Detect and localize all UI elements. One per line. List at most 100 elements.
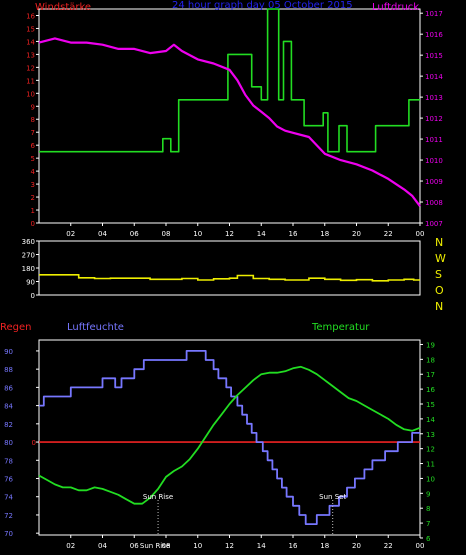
direction-tick-label: 0 bbox=[31, 292, 35, 300]
compass-label: S bbox=[435, 268, 442, 281]
wind-speed-line bbox=[39, 8, 420, 153]
wind-tick-label: 12 bbox=[26, 64, 35, 72]
compass-label: W bbox=[435, 252, 446, 265]
direction-tick-label: 360 bbox=[22, 238, 35, 246]
humidity-tick-label: 84 bbox=[4, 403, 13, 411]
wind-tick-label: 7 bbox=[31, 129, 35, 137]
direction-tick-label: 90 bbox=[26, 279, 35, 287]
wind-tick-label: 11 bbox=[26, 77, 35, 85]
time-tick-label: 16 bbox=[289, 542, 298, 550]
chart-title: 24 hour graph day 05 October 2015 bbox=[172, 0, 353, 11]
humidity-axis-label: Luftfeuchte bbox=[67, 322, 124, 333]
wind-axis-label: Windstärke bbox=[35, 2, 91, 13]
pressure-tick-label: 1011 bbox=[425, 136, 443, 144]
humidity-line bbox=[39, 349, 420, 525]
wind-pressure-series bbox=[38, 8, 421, 207]
sun-rise-time-label: Sun Rise bbox=[140, 542, 170, 550]
pressure-tick-label: 1007 bbox=[425, 220, 443, 228]
temperature-tick-label: 6 bbox=[426, 535, 431, 543]
wind-pressure-ticks: 0123456789101112131415161007100810091010… bbox=[26, 10, 443, 238]
time-tick-label: 00 bbox=[416, 542, 425, 550]
time-tick-label: 22 bbox=[384, 230, 393, 238]
time-tick-label: 14 bbox=[257, 542, 266, 550]
humidity-tick-label: 80 bbox=[4, 439, 13, 447]
compass-label: N bbox=[435, 236, 443, 249]
humidity-tick-label: 72 bbox=[4, 512, 13, 520]
temperature-tick-label: 14 bbox=[426, 416, 435, 424]
humidity-temperature-ticks: 7072747678808284868890678910111213141516… bbox=[4, 341, 435, 550]
time-tick-label: 06 bbox=[130, 230, 139, 238]
time-tick-label: 20 bbox=[352, 542, 361, 550]
time-tick-label: 16 bbox=[289, 230, 298, 238]
pressure-tick-label: 1010 bbox=[425, 157, 443, 165]
time-tick-label: 10 bbox=[193, 542, 202, 550]
wind-tick-label: 8 bbox=[31, 116, 35, 124]
sun-rise-label: Sun Rise bbox=[143, 493, 173, 501]
time-tick-label: 20 bbox=[352, 230, 361, 238]
time-tick-label: 04 bbox=[98, 542, 107, 550]
time-tick-label: 18 bbox=[320, 230, 329, 238]
temperature-tick-label: 15 bbox=[426, 401, 435, 409]
temperature-tick-label: 18 bbox=[426, 356, 435, 364]
wind-tick-label: 10 bbox=[26, 90, 35, 98]
temperature-line bbox=[38, 365, 421, 505]
temperature-tick-label: 8 bbox=[426, 505, 430, 513]
humidity-temperature-series bbox=[38, 349, 421, 525]
wind-tick-label: 2 bbox=[31, 194, 35, 202]
time-tick-label: 08 bbox=[162, 542, 171, 550]
pressure-axis-label: Luftdruck bbox=[372, 2, 419, 13]
wind-tick-label: 4 bbox=[31, 168, 36, 176]
humidity-tick-label: 86 bbox=[4, 384, 13, 392]
temperature-tick-label: 12 bbox=[426, 446, 435, 454]
wind-tick-label: 1 bbox=[31, 207, 35, 215]
temperature-tick-label: 17 bbox=[426, 371, 435, 379]
wind-tick-label: 16 bbox=[26, 12, 35, 20]
pressure-tick-label: 1017 bbox=[425, 10, 443, 18]
time-tick-label: 10 bbox=[193, 230, 202, 238]
pressure-tick-label: 1009 bbox=[425, 178, 443, 186]
sun-set-label: Sun Set bbox=[319, 493, 346, 501]
pressure-tick-label: 1015 bbox=[425, 52, 443, 60]
humidity-tick-label: 78 bbox=[4, 457, 13, 465]
time-tick-label: 02 bbox=[66, 542, 75, 550]
humidity-tick-label: 90 bbox=[4, 348, 13, 356]
temperature-tick-label: 10 bbox=[426, 475, 435, 483]
time-tick-label: 08 bbox=[162, 230, 171, 238]
wind-direction-line bbox=[39, 273, 420, 282]
temperature-tick-label: 7 bbox=[426, 520, 430, 528]
rain-tick-label: 0 bbox=[32, 439, 36, 447]
time-tick-label: 12 bbox=[225, 542, 234, 550]
wind-tick-label: 13 bbox=[26, 51, 35, 59]
pressure-line bbox=[38, 37, 421, 207]
wind-tick-label: 15 bbox=[26, 25, 35, 33]
time-tick-label: 18 bbox=[320, 542, 329, 550]
compass-label: O bbox=[435, 284, 444, 297]
humidity-tick-label: 70 bbox=[4, 530, 13, 538]
time-tick-label: 00 bbox=[416, 230, 425, 238]
wind-tick-label: 6 bbox=[31, 142, 36, 150]
humidity-tick-label: 76 bbox=[4, 476, 13, 484]
sun-markers: Sun Rise Sun Rise Sun Set bbox=[140, 493, 347, 550]
temperature-axis-label: Temperatur bbox=[311, 322, 370, 333]
direction-tick-label: 180 bbox=[22, 265, 35, 273]
temperature-tick-label: 16 bbox=[426, 386, 435, 394]
pressure-tick-label: 1014 bbox=[425, 73, 443, 81]
time-tick-label: 12 bbox=[225, 230, 234, 238]
direction-tick-label: 270 bbox=[22, 252, 35, 260]
humidity-tick-label: 74 bbox=[4, 494, 13, 502]
pressure-tick-label: 1012 bbox=[425, 115, 443, 123]
time-tick-label: 04 bbox=[98, 230, 107, 238]
temperature-tick-label: 9 bbox=[426, 490, 430, 498]
wind-tick-label: 14 bbox=[26, 38, 35, 46]
pressure-tick-label: 1008 bbox=[425, 199, 443, 207]
rain-axis-label: Regen bbox=[0, 322, 32, 333]
wind-tick-label: 0 bbox=[31, 220, 35, 228]
compass-label: N bbox=[435, 300, 443, 313]
temperature-tick-label: 11 bbox=[426, 461, 435, 469]
pressure-tick-label: 1016 bbox=[425, 31, 443, 39]
temperature-tick-label: 19 bbox=[426, 341, 435, 349]
wind-tick-label: 9 bbox=[31, 103, 35, 111]
time-tick-label: 06 bbox=[130, 542, 139, 550]
